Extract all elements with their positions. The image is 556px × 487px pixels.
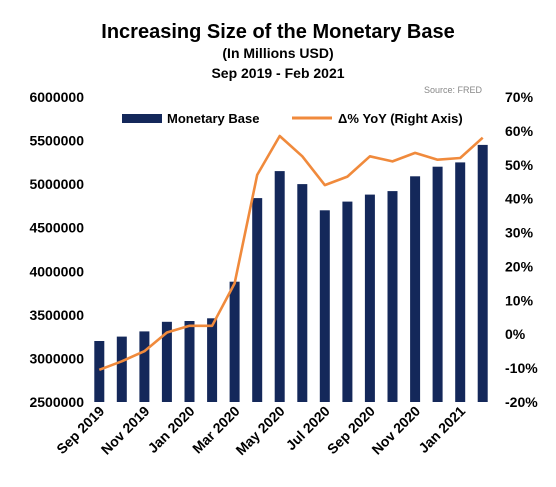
bar-apr-2020 bbox=[252, 198, 263, 402]
chart-subtitle: (In Millions USD) bbox=[222, 45, 333, 61]
left-tick-label: 3500000 bbox=[29, 307, 84, 323]
right-tick-label: 70% bbox=[505, 89, 534, 105]
bar-jan-2021 bbox=[455, 162, 466, 402]
left-tick-label: 6000000 bbox=[29, 89, 84, 105]
bar-sep-2020 bbox=[364, 194, 375, 402]
bar-nov-2019 bbox=[139, 331, 150, 402]
left-tick-label: 4500000 bbox=[29, 220, 84, 236]
legend-swatch-monetary-base bbox=[122, 114, 162, 123]
right-tick-label: -10% bbox=[505, 360, 538, 376]
bar-feb-2020 bbox=[207, 318, 218, 402]
bar-oct-2020 bbox=[387, 191, 398, 402]
x-tick-label: Nov 2020 bbox=[368, 403, 423, 458]
left-tick-label: 5500000 bbox=[29, 133, 84, 149]
bar-jan-2020 bbox=[184, 321, 195, 402]
right-tick-label: 20% bbox=[505, 258, 534, 274]
bar-aug-2020 bbox=[342, 201, 353, 402]
right-tick-label: 0% bbox=[505, 326, 526, 342]
chart-date-range: Sep 2019 - Feb 2021 bbox=[211, 65, 344, 81]
right-axis-ticks: -20% -10% 0% 10% 20% 30% 40% 50% 60% 70% bbox=[505, 89, 538, 410]
bar-mar-2020 bbox=[229, 281, 240, 402]
chart-legend: Monetary Base Δ% YoY (Right Axis) bbox=[122, 111, 463, 126]
x-tick-label: Jan 2021 bbox=[415, 403, 468, 456]
bar-series-monetary-base bbox=[94, 144, 488, 402]
right-tick-label: 40% bbox=[505, 191, 534, 207]
chart-source: Source: FRED bbox=[424, 85, 483, 95]
x-tick-label: May 2020 bbox=[232, 403, 287, 458]
bar-may-2020 bbox=[274, 171, 285, 402]
x-tick-label: Jan 2020 bbox=[144, 403, 197, 456]
right-tick-label: 50% bbox=[505, 157, 534, 173]
right-tick-label: 30% bbox=[505, 225, 534, 241]
right-tick-label: -20% bbox=[505, 394, 538, 410]
bar-dec-2019 bbox=[161, 321, 172, 402]
line-series-yoy bbox=[98, 134, 484, 372]
chart-title: Increasing Size of the Monetary Base bbox=[101, 21, 454, 43]
left-tick-label: 5000000 bbox=[29, 176, 84, 192]
yoy-line bbox=[98, 134, 484, 372]
left-tick-label: 2500000 bbox=[29, 394, 84, 410]
bar-dec-2020 bbox=[432, 166, 443, 402]
left-axis-ticks: 2500000 3000000 3500000 4000000 4500000 50000… bbox=[29, 89, 84, 410]
legend-label-yoy: Δ% YoY (Right Axis) bbox=[338, 111, 463, 126]
bar-feb-2021 bbox=[477, 144, 488, 402]
bar-oct-2019 bbox=[116, 336, 127, 402]
left-tick-label: 3000000 bbox=[29, 350, 84, 366]
left-tick-label: 4000000 bbox=[29, 263, 84, 279]
x-tick-label: Nov 2019 bbox=[98, 403, 153, 458]
bar-jun-2020 bbox=[297, 184, 308, 402]
bar-sep-2019 bbox=[94, 341, 105, 402]
bar-jul-2020 bbox=[319, 210, 330, 402]
legend-label-monetary-base: Monetary Base bbox=[167, 111, 259, 126]
bar-nov-2020 bbox=[410, 176, 421, 402]
right-tick-label: 10% bbox=[505, 292, 534, 308]
right-tick-label: 60% bbox=[505, 123, 534, 139]
